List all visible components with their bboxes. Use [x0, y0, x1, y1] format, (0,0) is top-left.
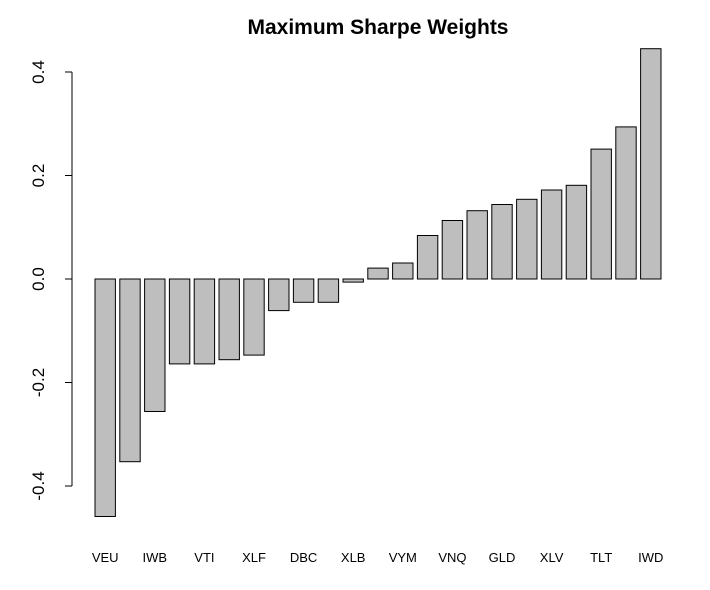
bar-13: [416, 235, 439, 280]
bar-14: [441, 220, 464, 280]
x-tick-label: VYM: [389, 550, 417, 565]
bar-17: [516, 198, 538, 280]
bar-15: [466, 210, 488, 280]
y-tick-label: -0.4: [29, 471, 48, 500]
x-tick-label: DBC: [290, 550, 317, 565]
y-tick-label: 0.2: [29, 164, 48, 188]
bars-group: [94, 48, 662, 517]
x-tick-label: VEU: [92, 550, 119, 565]
bar-6: [243, 278, 265, 356]
y-tick-label: 0.4: [29, 60, 48, 84]
x-tick-label: XLF: [242, 550, 266, 565]
bar-22: [640, 48, 662, 280]
bar-4: [193, 278, 216, 365]
bar-21: [615, 126, 637, 280]
bar-18: [540, 189, 563, 280]
bar-3: [168, 278, 191, 365]
y-tick-label: -0.2: [29, 368, 48, 397]
x-tick-label: VNQ: [438, 550, 466, 565]
bar-7: [268, 278, 290, 312]
y-tick-label: 0.0: [29, 267, 48, 291]
bar-2: [144, 278, 166, 412]
bar-11: [367, 267, 389, 280]
x-tick-label: TLT: [590, 550, 612, 565]
x-tick-label: IWD: [638, 550, 663, 565]
x-tick-label: XLV: [540, 550, 564, 565]
bar-20: [590, 148, 612, 280]
bar-16: [491, 204, 513, 280]
bar-12: [392, 262, 414, 280]
chart-title: Maximum Sharpe Weights: [247, 16, 508, 39]
y-axis: -0.4 -0.2 0.0 0.2 0.4: [29, 60, 73, 501]
bar-5: [218, 278, 240, 361]
x-tick-label: XLB: [341, 550, 366, 565]
x-tick-label: VTI: [194, 550, 214, 565]
x-tick-label: GLD: [489, 550, 516, 565]
x-tick-label: IWB: [143, 550, 168, 565]
bar-8: [292, 278, 315, 303]
bar-19: [565, 184, 588, 280]
bar-10: [342, 278, 364, 283]
bar-0: [94, 278, 116, 517]
x-axis-labels: VEU IWB VTI XLF DBC XLB VYM VNQ GLD XLV TLT IWD: [92, 550, 664, 565]
bar-9: [317, 278, 340, 303]
bar-1: [119, 278, 141, 463]
